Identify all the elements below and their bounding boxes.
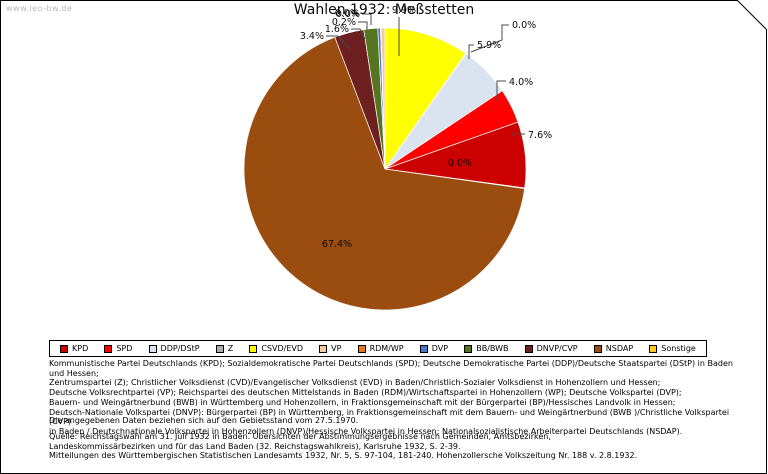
slice-label-ddp-dstp: 5.9%: [477, 40, 501, 51]
pie-chart: 9.9%0.0%5.9%4.0%7.6%0.0%67.4%3.4%1.6%0.2…: [243, 5, 552, 311]
legend-item-csvd-evd: CSVD/EVD: [249, 344, 303, 353]
legend-label: RDM/WP: [369, 344, 404, 353]
source-line: Landeskommissärbezirken und für das Land…: [49, 441, 461, 451]
legend-item-kpd: KPD: [60, 344, 88, 353]
legend-swatch-icon: [249, 344, 258, 353]
legend-item-z: Z: [215, 344, 234, 353]
source-line: Mitteilungen des Württembergischen Stati…: [49, 451, 638, 461]
legend-swatch-icon: [357, 344, 366, 353]
legend-item-vp: VP: [319, 344, 341, 353]
party-definition-line: Deutsche Volksrechtpartei (VP); Reichspa…: [49, 388, 682, 398]
legend-swatch-icon: [649, 344, 658, 353]
legend-swatch-icon: [464, 344, 473, 353]
legend-item-rdm-wp: RDM/WP: [357, 344, 404, 353]
legend-item-ddp-dstp: DDP/DStP: [148, 344, 200, 353]
legend-item-nsdap: NSDAP: [593, 344, 634, 353]
legend-label: VP: [331, 344, 342, 353]
chart-title: Wahlen 1932: Meßstetten: [293, 2, 475, 18]
legend-label: BB/BWB: [476, 344, 509, 353]
legend-swatch-icon: [215, 344, 224, 353]
legend-swatch-icon: [148, 344, 157, 353]
slice-label-kpd: 7.6%: [528, 130, 552, 141]
legend-swatch-icon: [319, 344, 328, 353]
legend: KPD SPD DDP/DStP Z CSVD/EVD VP RDM/WP DVP BB/BWB…: [49, 340, 707, 357]
source-line: Quelle: Reichstagswahl am 31. Juli 1932 …: [49, 432, 551, 441]
legend-item-dvp: DVP: [419, 344, 449, 353]
slice-label-nsdap: 67.4%: [322, 239, 352, 250]
legend-label: DVP: [431, 344, 449, 353]
legend-swatch-icon: [593, 344, 602, 353]
gebietsstand-note: Die angegebenen Daten beziehen sich auf …: [49, 416, 359, 425]
legend-label: Sonstige: [661, 344, 696, 353]
legend-label: KPD: [72, 344, 89, 353]
source-citation: Quelle: Reichstagswahl am 31. Juli 1932 …: [49, 432, 764, 461]
slice-label-sonstige: 0.0%: [448, 158, 472, 169]
slice-label-dnvp-cvp: 3.4%: [300, 31, 324, 42]
legend-swatch-icon: [60, 344, 68, 353]
legend-item-dnvp-cvp: DNVP/CVP: [524, 344, 578, 353]
legend-swatch-icon: [524, 344, 533, 353]
legend-item-sonstige: Sonstige: [649, 344, 696, 353]
legend-label: DDP/DStP: [160, 344, 200, 353]
legend-item-bb-bwb: BB/BWB: [464, 344, 508, 353]
legend-label: NSDAP: [605, 344, 634, 353]
legend-swatch-icon: [419, 344, 428, 353]
legend-label: Z: [227, 344, 234, 353]
party-definition-line: Zentrumspartei (Z); Christlicher Volksdi…: [49, 378, 661, 388]
legend-label: CSVD/EVD: [261, 344, 304, 353]
legend-swatch-icon: [104, 344, 113, 353]
party-definition-line: Kommunistische Partei Deutschlands (KPD)…: [49, 359, 733, 378]
slice-label-z: 0.0%: [512, 20, 536, 31]
legend-label: DNVP/CVP: [536, 344, 578, 353]
legend-label: SPD: [116, 344, 133, 353]
slice-label-spd: 4.0%: [509, 77, 533, 88]
watermark: www.leo-bw.de: [6, 4, 73, 13]
legend-item-spd: SPD: [104, 344, 132, 353]
party-definition-line: Bauern- und Weingärtnerbund (BWB) in Wür…: [49, 397, 676, 407]
